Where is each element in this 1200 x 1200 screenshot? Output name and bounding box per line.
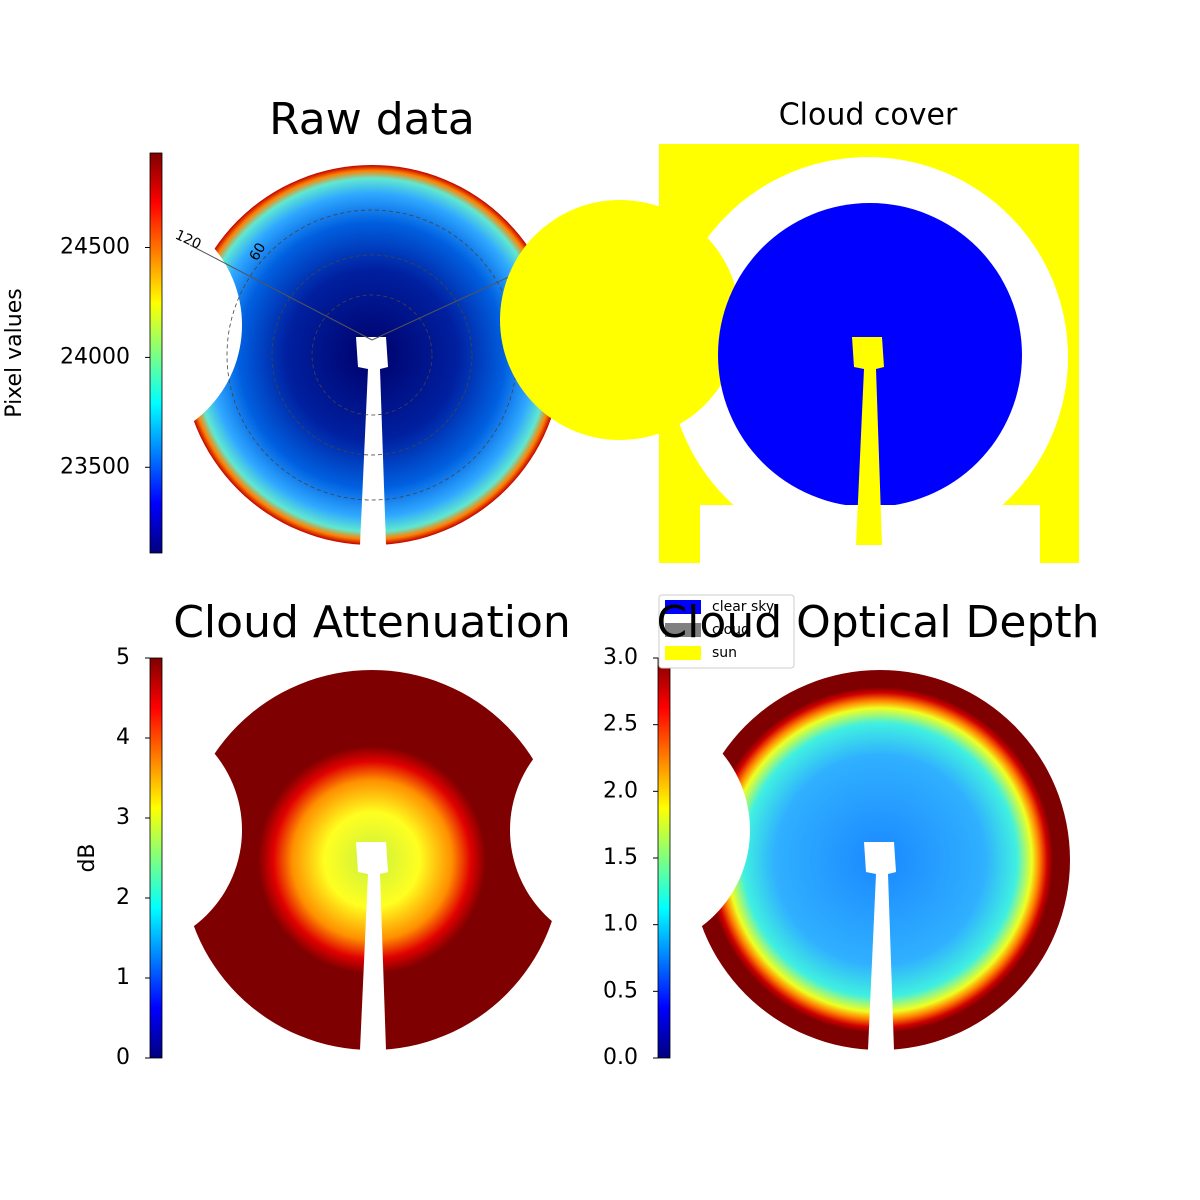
colorbar-label: Pixel values — [2, 288, 27, 417]
sun-blocker — [852, 337, 884, 545]
polar-ring — [311, 294, 433, 416]
colorbar-tick-label: 5 — [116, 645, 130, 670]
legend-label: clear sky — [712, 599, 774, 615]
colorbar-tick-label: 1 — [116, 965, 130, 990]
legend: clear sky cloud sun — [658, 594, 795, 669]
polar-label: 60 — [247, 240, 270, 263]
panel-title: Cloud Attenuation — [173, 597, 571, 648]
legend-label: cloud — [712, 622, 750, 638]
colorbar-tick-label: 1.0 — [603, 912, 638, 937]
notch — [510, 710, 750, 950]
colorbar-tick-label: 0.5 — [603, 978, 638, 1003]
sun-blocker — [356, 337, 388, 545]
sun-blocker — [356, 842, 388, 1050]
cut — [180, 545, 564, 585]
colorbar-tick-label: 3 — [116, 805, 130, 830]
notch — [2, 710, 242, 950]
legend-swatch — [665, 646, 701, 660]
colorbar-tick-label: 0 — [116, 1045, 130, 1070]
colorbar-tick-label: 4 — [116, 725, 130, 750]
colorbar — [149, 152, 163, 554]
colorbar-tick-label: 2 — [116, 885, 130, 910]
cover-notch — [500, 200, 740, 440]
cut — [180, 1050, 564, 1090]
legend-swatch — [665, 623, 701, 637]
polar-ring — [271, 254, 473, 456]
panel-title: Cloud cover — [779, 98, 958, 133]
legend-label: sun — [712, 645, 737, 661]
polar-spoke — [189, 244, 373, 341]
colorbar-tick-label: 1.5 — [603, 845, 638, 870]
colorbar — [149, 657, 163, 1059]
cut — [688, 1050, 1072, 1090]
colorbar-tick-label: 24000 — [60, 344, 130, 369]
colorbar-tick-label: 2.0 — [603, 778, 638, 803]
notch — [2, 205, 242, 445]
colorbar-tick-label: 0.0 — [603, 1045, 638, 1070]
panel-title: Raw data — [269, 94, 475, 145]
colorbar-tick-label: 3.0 — [603, 645, 638, 670]
sun-blocker — [864, 842, 896, 1050]
colorbar-tick-label: 2.5 — [603, 712, 638, 737]
colorbar — [657, 657, 671, 1059]
colorbar-tick-label: 24500 — [60, 235, 130, 260]
panel-title: Cloud Optical Depth — [656, 597, 1099, 648]
colorbar-label: dB — [75, 843, 100, 872]
colorbar-tick-label: 23500 — [60, 454, 130, 479]
legend-swatch — [665, 600, 701, 614]
